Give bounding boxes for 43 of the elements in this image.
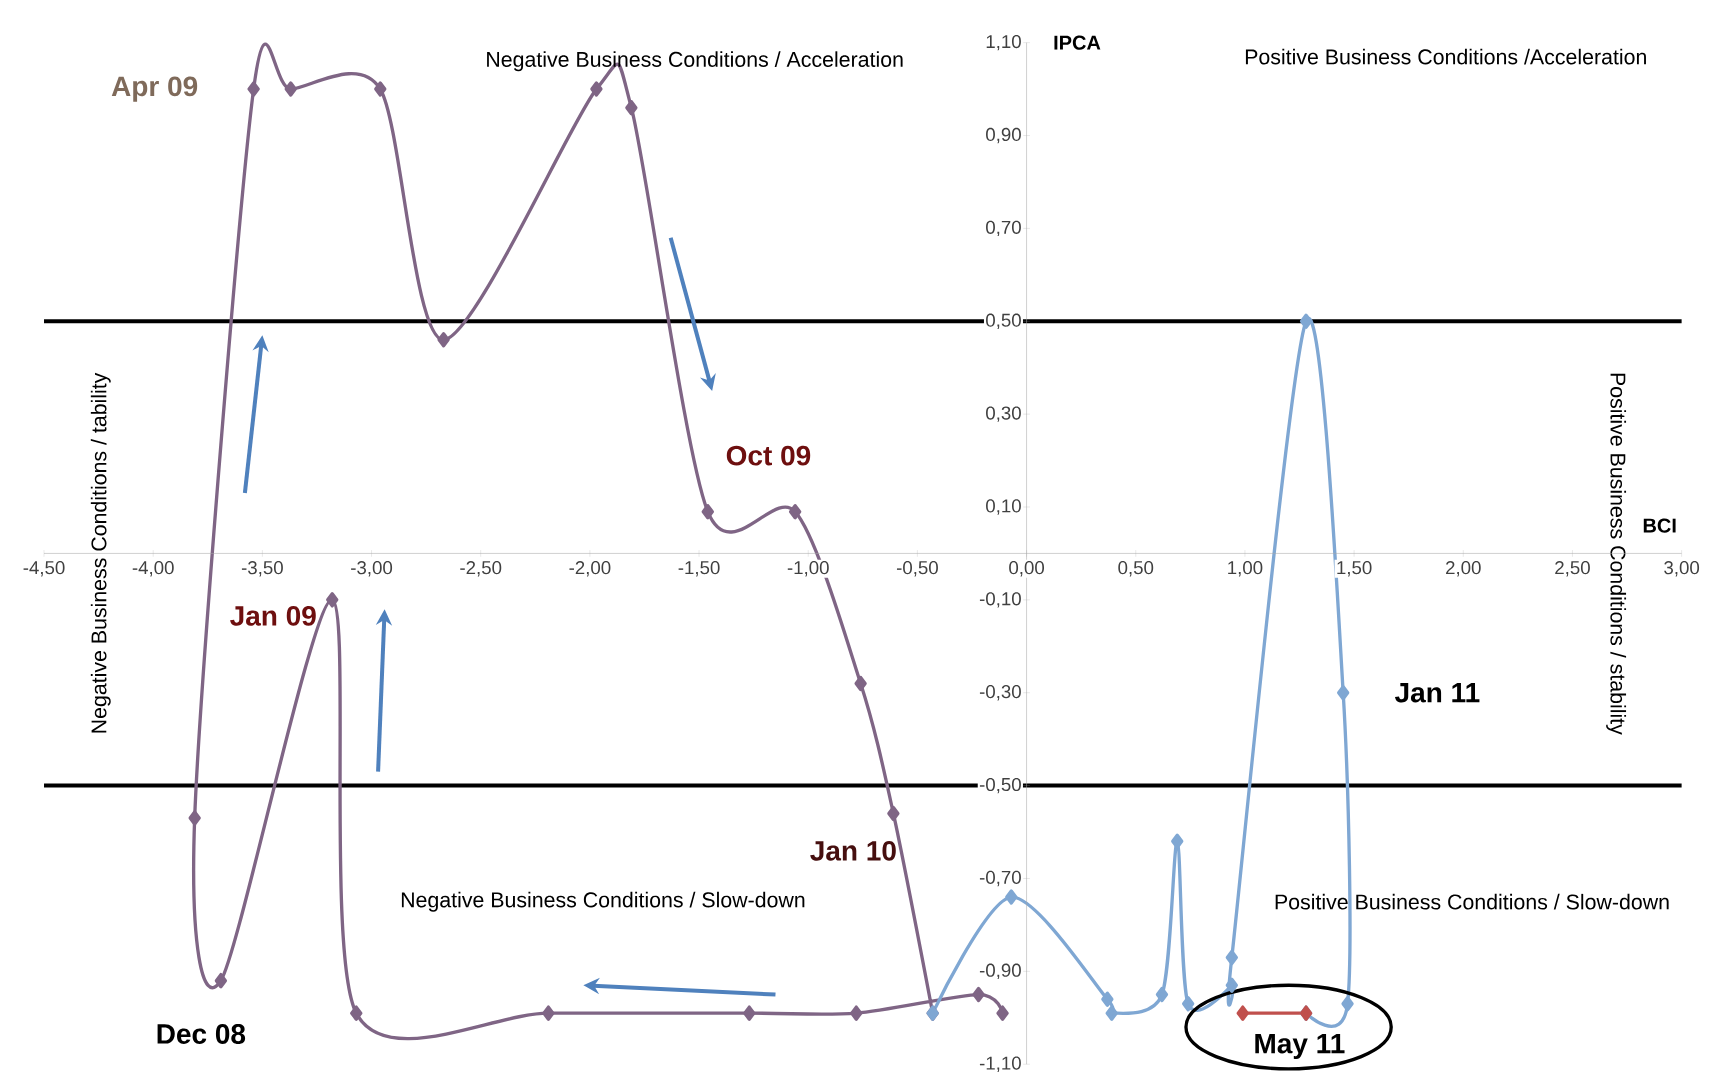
x-tick-label: 3,00 [1664,561,1700,577]
y-axis-title: IPCA [1054,35,1101,50]
annotation: Jan 11 [1394,683,1480,703]
annotation: Apr 09 [111,76,198,102]
x-tick-label: 1,00 [1228,561,1263,577]
y-tick-label: 0,10 [986,499,1021,515]
y-tick-label: -1,10 [979,1056,1021,1073]
annotation: Negative Business Conditions / Acceleration [487,51,903,72]
annotation: Oct 09 [726,445,811,466]
x-tick-label: -3,50 [241,561,283,577]
annotation: May 11 [1255,1034,1345,1060]
y-tick-label: -0,30 [979,685,1021,701]
x-tick-label: -4,00 [132,561,174,577]
y-tick-label: 1,10 [986,35,1021,51]
y-tick-label: -0,70 [979,870,1021,887]
y-tick-label: -0,50 [979,778,1021,794]
y-tick-label: -0,90 [979,963,1021,980]
annotation: Positive Business Conditions / Slow-down [1275,894,1669,910]
x-tick-label: 0,50 [1118,561,1154,577]
x-tick-label: -1,00 [787,561,829,577]
y-tick-label: 0,50 [986,313,1021,330]
y-tick-label: 0,70 [986,220,1021,237]
annotation: Jan 09 [230,606,316,627]
x-tick-label: -2,00 [569,561,611,577]
x-tick-label: 2,50 [1555,561,1590,577]
x-tick-label: 1,50 [1337,561,1372,577]
x-tick-label: -3,00 [351,561,393,577]
annotation: Negative Business Conditions / tability [90,372,111,733]
x-tick-label: 2,00 [1446,561,1481,577]
y-tick-label: 0,30 [986,406,1021,423]
x-tick-label: 0,00 [1009,561,1045,577]
x-tick-label: -1,50 [678,561,720,577]
annotation: Positive Business Conditions / stability [1606,373,1627,735]
annotation: Negative Business Conditions / Slow-down [401,891,805,912]
annotation: Dec 08 [157,1024,246,1045]
annotation: Jan 10 [810,841,896,861]
x-axis-title: BCI [1643,518,1676,533]
annotation: Positive Business Conditions /Acceleration [1245,48,1646,65]
y-tick-label: -0,10 [979,592,1021,608]
x-tick-label: -0,50 [896,561,938,577]
x-tick-label: -4,50 [23,561,65,577]
y-tick-label: 0,90 [986,128,1021,144]
x-tick-label: -2,50 [460,561,502,577]
